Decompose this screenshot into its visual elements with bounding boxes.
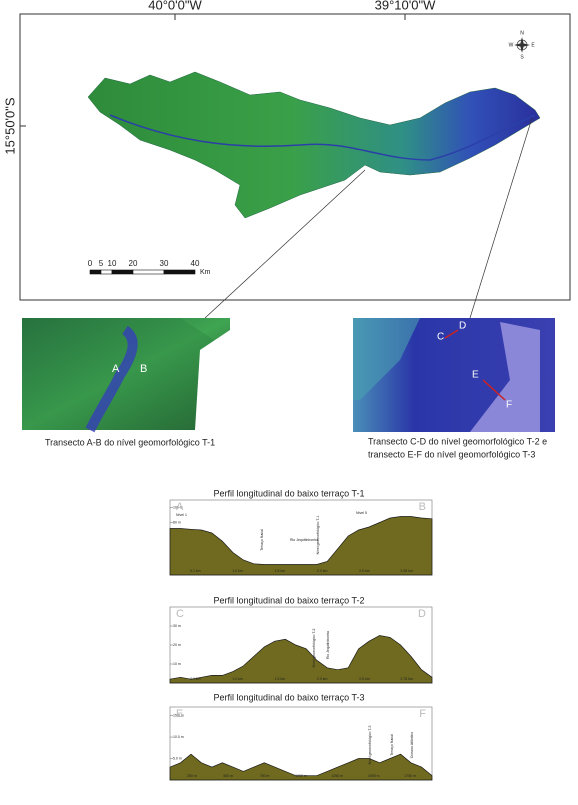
caption: transecto E-F do nível geomorfológico T-… — [368, 449, 535, 459]
transect-ef — [482, 379, 506, 401]
point-label: B — [140, 363, 147, 375]
scale-segment — [132, 269, 165, 275]
profile-end: D — [418, 608, 426, 620]
profile-annotation: Nível geomorfológico T-3 — [368, 726, 372, 765]
scale-unit: Km — [200, 269, 211, 276]
lat-label: 15°50'0"S — [2, 97, 17, 154]
x-tick-label: 1750 m — [404, 774, 416, 778]
scale-bar: 0 5 10 20 30 40 — [88, 259, 200, 275]
point-label: A — [112, 363, 120, 375]
profile-annotation: Nível geomorfológico T-2 — [312, 629, 316, 668]
x-tick-label: 500 m — [223, 774, 233, 778]
scale-segment — [89, 269, 102, 275]
x-tick-label: 0.1 km — [190, 569, 201, 573]
x-tick-label: 2.0 km — [317, 569, 328, 573]
elevation-area — [169, 635, 433, 684]
x-tick-label: 2.5 km — [359, 569, 370, 573]
profile-annotation: Rio Jequitinhonha — [326, 631, 330, 659]
inset-terrain — [353, 318, 420, 400]
point-label: C — [437, 332, 444, 343]
x-tick-label: 2.78 km — [400, 677, 413, 681]
profile-annotation: Nível 5 — [356, 511, 367, 515]
scale-segment — [100, 269, 113, 275]
profile-end: B — [419, 501, 426, 513]
profile-end: C — [176, 608, 184, 620]
caption: Transecto A-B do nível geomorfológico T-… — [45, 437, 215, 447]
profile-end: E — [176, 708, 183, 720]
lon-label: 40°0'0"W — [148, 0, 202, 12]
point-label: F — [506, 400, 512, 411]
profile-annotation: Nível 1 — [176, 513, 187, 517]
x-tick-label: 1000 m — [295, 774, 307, 778]
lon-label: 39°10'0"W — [375, 0, 436, 12]
profile-end: A — [176, 501, 184, 513]
profile-annotation: Terraço fluvial — [390, 734, 394, 756]
scale-label: 20 — [129, 259, 138, 268]
scale-segment — [163, 269, 196, 275]
x-tick-label: 2.95 km — [400, 569, 413, 573]
x-tick-label: 1.0 km — [232, 569, 243, 573]
scale-label: 10 — [108, 259, 117, 268]
x-tick-label: 1.5 km — [275, 569, 286, 573]
profile-title: Perfil longitudinal do baixo terraço T-2 — [214, 595, 365, 605]
compass-rose — [514, 37, 530, 53]
profile-annotation: Nível geomorfológico T-1 — [316, 516, 320, 555]
profile-annotation: Rio Jequitinhonha — [290, 538, 318, 542]
scale-label: 40 — [191, 259, 200, 268]
x-tick-label: 1.5 km — [275, 677, 286, 681]
inset-river — [85, 325, 138, 433]
profile-annotation: Oceano Atlântico — [410, 732, 414, 759]
x-tick-label: 1.0 km — [232, 677, 243, 681]
compass-s: S — [520, 54, 524, 60]
river — [109, 114, 536, 161]
profile-title: Perfil longitudinal do baixo terraço T-3 — [214, 692, 365, 702]
x-tick-label: 1500 m — [368, 774, 380, 778]
y-tick-label: 30 m — [173, 624, 181, 628]
inset-sea — [470, 322, 540, 432]
x-tick-label: 1250 m — [332, 774, 344, 778]
y-tick-label: 10 m — [173, 662, 181, 666]
y-tick-label: 80 m — [173, 520, 181, 524]
profile-annotation: Terraço fluvial — [260, 529, 264, 551]
inset-edge — [195, 330, 230, 430]
connector — [469, 117, 533, 319]
elevation-area — [169, 753, 433, 781]
transect-cd — [444, 329, 459, 339]
point-label: D — [459, 321, 466, 332]
x-tick-label: 2.0 km — [317, 677, 328, 681]
y-tick-label: 20 m — [173, 643, 181, 647]
compass-n: N — [520, 30, 524, 36]
y-tick-label: 5.0 m — [173, 756, 182, 760]
connector — [204, 169, 366, 319]
x-tick-label: 250 m — [187, 774, 197, 778]
point-label: E — [472, 370, 479, 381]
compass: N S E W — [509, 30, 536, 60]
x-tick-label: 750 m — [260, 774, 270, 778]
y-tick-label: 15.0 m — [173, 714, 184, 718]
scale-label: 0 — [88, 259, 93, 268]
x-tick-label: 0.1 km — [190, 677, 201, 681]
x-tick-label: 2.5 km — [359, 677, 370, 681]
scale-segment — [111, 269, 134, 275]
scale-label: 5 — [99, 259, 104, 268]
compass-w: W — [509, 42, 514, 48]
y-tick-label: 10.0 m — [173, 735, 184, 739]
y-tick-label: 100 m — [173, 505, 183, 509]
profiles: Perfil longitudinal do baixo terraço T-1… — [169, 488, 433, 781]
profile-end: F — [419, 708, 426, 720]
elevation-area — [169, 516, 433, 576]
scale-label: 30 — [160, 259, 169, 268]
caption: Transecto C-D do nível geomorfológico T-… — [368, 436, 547, 446]
compass-e: E — [531, 42, 535, 48]
profile-title: Perfil longitudinal do baixo terraço T-1 — [214, 488, 365, 498]
